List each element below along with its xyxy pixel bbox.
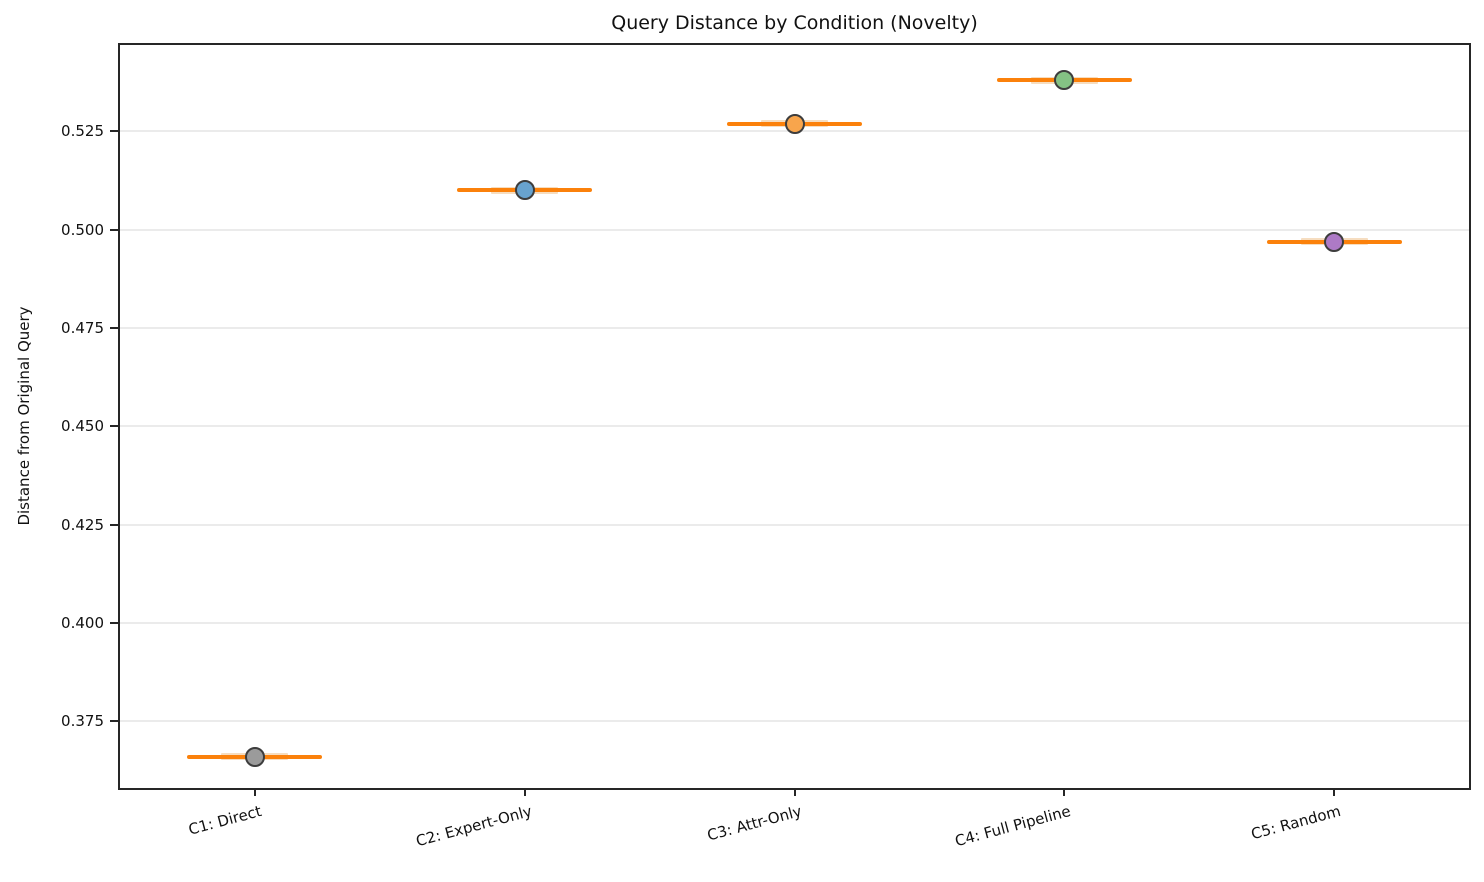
plot-data-layer (120, 45, 1469, 788)
data-point-marker (784, 113, 805, 134)
y-tick-mark (110, 621, 118, 624)
y-tick-mark (110, 130, 118, 133)
y-tick-mark (110, 425, 118, 428)
y-tick-label: 0.475 (61, 319, 104, 338)
chart-title: Query Distance by Condition (Novelty) (611, 12, 978, 34)
x-tick-mark (253, 789, 256, 796)
x-tick-mark (793, 789, 796, 796)
y-tick-mark (110, 228, 118, 231)
x-tick-label: C2: Expert-Only (413, 802, 534, 851)
data-point-marker (514, 180, 535, 201)
x-tick-label: C4: Full Pipeline (953, 802, 1073, 851)
x-tick-label: C3: Attr-Only (704, 802, 804, 845)
x-tick-mark (1333, 789, 1336, 796)
y-tick-mark (110, 720, 118, 723)
data-point-marker (1324, 231, 1345, 252)
data-point-marker (244, 746, 265, 767)
y-tick-mark (110, 327, 118, 330)
y-tick-label: 0.450 (61, 417, 104, 436)
y-tick-label: 0.525 (61, 122, 104, 141)
x-tick-label: C5: Random (1249, 802, 1343, 844)
gridline (120, 327, 1469, 330)
data-point-marker (1054, 70, 1075, 91)
x-tick-mark (523, 789, 526, 796)
gridline (120, 425, 1469, 428)
y-axis-label: Distance from Original Query (15, 306, 33, 526)
y-tick-mark (110, 523, 118, 526)
gridline (120, 621, 1469, 624)
x-tick-label: C1: Direct (186, 802, 264, 839)
y-tick-label: 0.425 (61, 515, 104, 534)
gridline (120, 720, 1469, 723)
gridline (120, 228, 1469, 231)
y-tick-label: 0.500 (61, 220, 104, 239)
y-tick-label: 0.400 (61, 613, 104, 632)
x-tick-mark (1063, 789, 1066, 796)
y-tick-label: 0.375 (61, 712, 104, 731)
gridline (120, 523, 1469, 526)
